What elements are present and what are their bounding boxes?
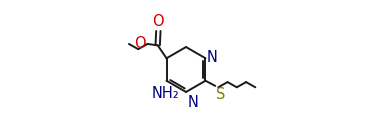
Text: N: N [207, 50, 218, 65]
Text: S: S [216, 87, 226, 102]
Text: NH₂: NH₂ [152, 86, 180, 101]
Text: O: O [152, 14, 164, 29]
Text: O: O [135, 36, 146, 51]
Text: N: N [187, 95, 198, 110]
